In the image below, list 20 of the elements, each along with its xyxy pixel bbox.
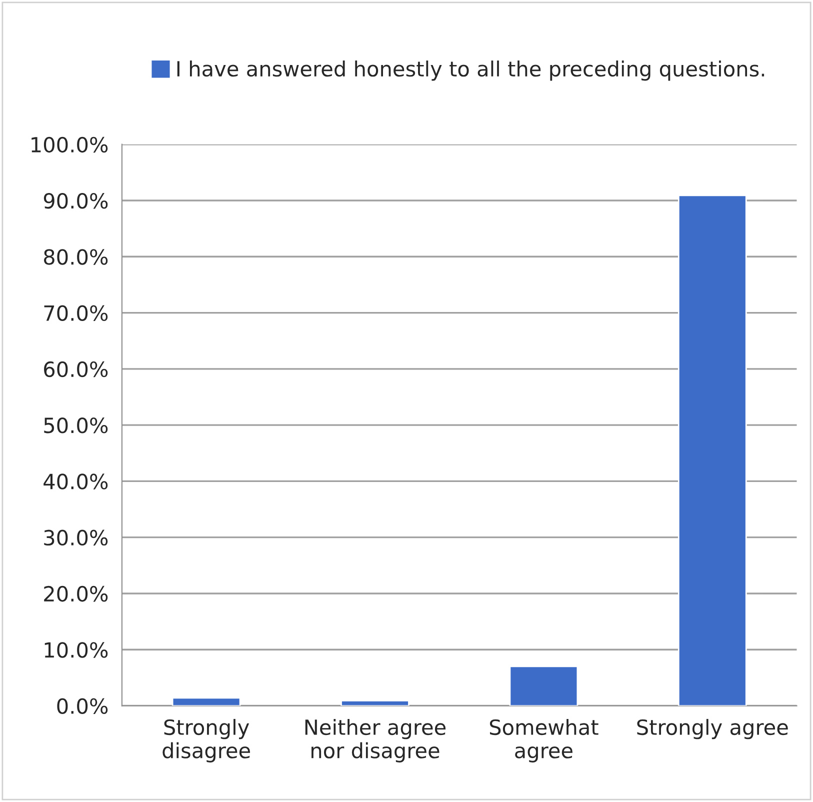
y-tick-label: 50.0% xyxy=(44,418,108,434)
y-tick-label: 60.0% xyxy=(44,361,108,378)
bar xyxy=(172,697,241,706)
y-tick-label: 100.0% xyxy=(32,136,108,153)
x-tick-label: Strongly agree xyxy=(637,718,788,740)
bar xyxy=(509,666,578,706)
legend-label: I have answered honestly to all the preceding questions. xyxy=(177,60,764,81)
y-tick-label: 80.0% xyxy=(44,249,108,265)
y-tick-label: 70.0% xyxy=(44,305,108,321)
y-tick-label: 30.0% xyxy=(44,530,108,546)
y-tick-label: 40.0% xyxy=(44,474,108,490)
bar xyxy=(340,700,410,706)
y-tick-label: 10.0% xyxy=(44,642,108,658)
y-tick-label: 0.0% xyxy=(57,698,108,714)
y-tick-label: 20.0% xyxy=(44,586,108,602)
bar xyxy=(678,194,747,706)
y-tick-label: 90.0% xyxy=(44,192,108,209)
x-tick-label: Somewhat agree xyxy=(490,718,598,762)
x-tick-label: Strongly disagree xyxy=(162,718,250,762)
x-tick-label: Neither agree nor disagree xyxy=(305,718,446,762)
